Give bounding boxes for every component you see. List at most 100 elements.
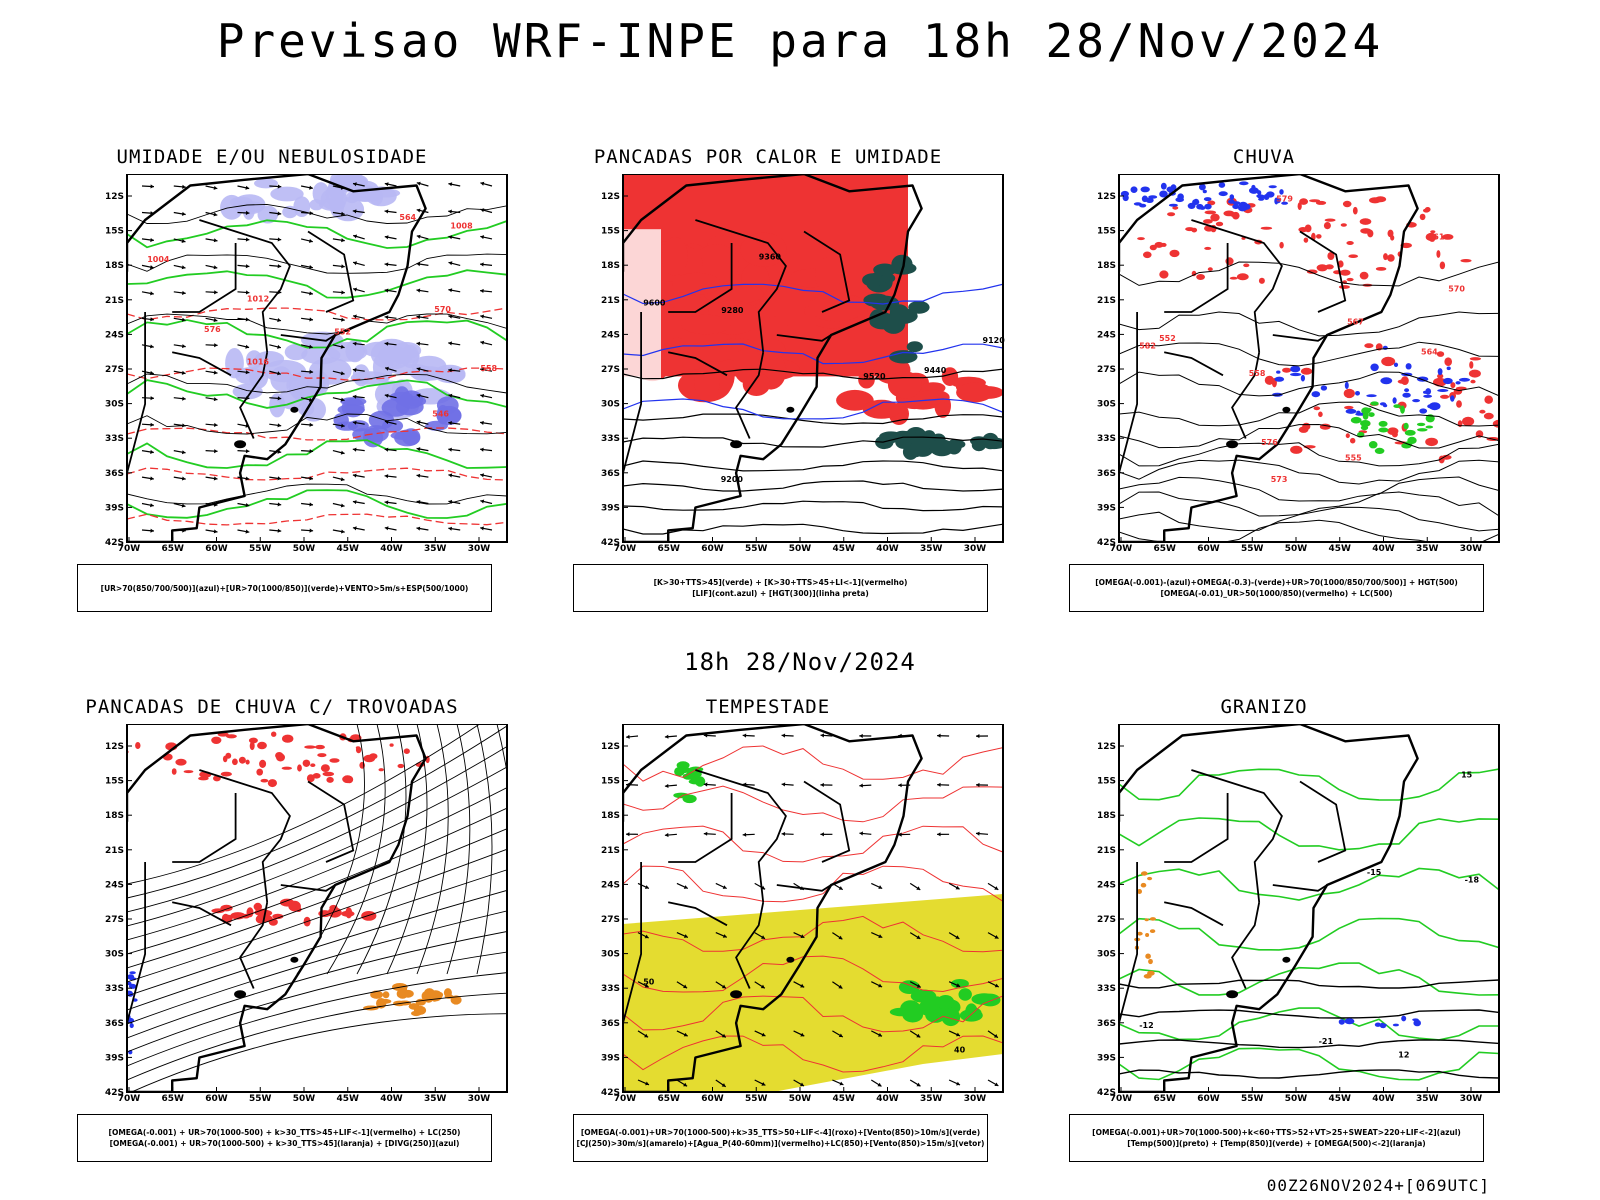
arrow-head [664, 832, 669, 838]
field-blob [1367, 407, 1372, 412]
field-blob [808, 293, 865, 322]
arrow-head [245, 503, 250, 507]
isoline [1119, 1009, 1499, 1019]
isoline [127, 513, 507, 526]
arrow-head [340, 477, 345, 482]
arrow-head [480, 447, 484, 452]
streamline [356, 724, 407, 975]
legend-line-1: [K>30+TTS>45](verde) + [K>30+TTS>45+LI<-… [653, 578, 908, 587]
lagoon [234, 440, 247, 449]
isoline [1119, 768, 1499, 801]
arrow-head [309, 317, 313, 322]
field-blob [1144, 918, 1149, 922]
field-blob [757, 338, 786, 360]
lon-tick-label: 55W [249, 1094, 272, 1104]
field-blob [1442, 234, 1454, 240]
lat-tick-label: 15S [601, 777, 620, 787]
arrow-head [626, 734, 630, 739]
state-border [1231, 352, 1261, 439]
lon-tick-label: 70W [118, 1094, 141, 1104]
lon-tick-label: 35W [424, 1094, 447, 1104]
arrow-head [626, 832, 630, 837]
field-blob [1370, 401, 1379, 406]
map-layers [127, 174, 507, 542]
lon-tick-label: 65W [1154, 544, 1177, 554]
field-blob [1342, 200, 1352, 208]
field-blob [1249, 187, 1259, 194]
legend-line-1: [UR>70(850/700/500)](azul)+[UR>70(1000/8… [100, 583, 469, 593]
arrow-head [644, 934, 649, 939]
lon-tick-label: 45W [337, 544, 360, 554]
arrow-head [480, 314, 484, 319]
field-blob [889, 350, 918, 364]
arrow-head [309, 291, 313, 296]
lon-tick-label: 50W [789, 544, 812, 554]
field-blob [260, 778, 269, 783]
arrow-head [353, 314, 357, 319]
arrow-head [448, 209, 452, 214]
field-blob [965, 1003, 978, 1020]
state-border [199, 769, 291, 903]
field-blob [1346, 277, 1354, 282]
arrow-head [352, 341, 357, 346]
field-blob [312, 773, 321, 779]
field-blob [891, 254, 913, 274]
arrow-head [898, 783, 902, 788]
arrow-head [181, 476, 186, 481]
lon-tick-label: 70W [1110, 544, 1133, 554]
arrow-head [245, 317, 250, 322]
field-blob [1148, 958, 1153, 965]
arrow-head [245, 370, 250, 375]
panel-title: GRANIZO [1220, 696, 1308, 718]
contour-label: 555 [1345, 454, 1362, 463]
isoline [623, 500, 1003, 512]
field-blob [1413, 1019, 1421, 1027]
coastline [1119, 724, 1419, 1092]
arrow-head [245, 264, 250, 269]
isoline [1119, 459, 1499, 485]
field-blob [1375, 267, 1387, 271]
field-blob [253, 902, 262, 911]
lon-tick-label: 70W [1110, 1094, 1133, 1104]
panel-title: PANCADAS POR CALOR E UMIDADE [593, 146, 943, 168]
state-border [307, 230, 355, 313]
field-blob [1258, 197, 1265, 201]
isoline [127, 413, 507, 435]
arrow-head [150, 449, 154, 454]
lon-tick-label: 60W [701, 544, 724, 554]
field-blob [415, 998, 426, 1006]
field-blob [297, 764, 302, 772]
lat-tick-label: 42S [601, 538, 620, 548]
field-blob [1143, 251, 1152, 259]
lagoon [786, 406, 795, 413]
map-pancadas-calor: 9600 9520 9440 9360 9280 9200 9120 12S 15S 18S 21S… [601, 174, 1005, 554]
arrow-head [213, 529, 218, 534]
lagoon [290, 406, 299, 413]
contour-label: -12 [1139, 1021, 1153, 1030]
lon-tick-label: 60W [701, 1094, 724, 1104]
state-border [695, 769, 787, 903]
arrow-head [760, 984, 765, 989]
field-blob [1430, 230, 1436, 234]
arrow-head [353, 261, 357, 266]
contour-label: 15 [1461, 770, 1473, 779]
legend-box: [K>30+TTS>45](verde) + [K>30+TTS>45+LI<-… [573, 564, 988, 612]
field-blob [1403, 422, 1409, 430]
isoline [1119, 371, 1499, 397]
lat-tick-label: 30S [1097, 400, 1116, 410]
field-blob [939, 1011, 955, 1022]
field-blob [1276, 370, 1281, 374]
lon-tick-label: 60W [205, 544, 228, 554]
field-blob [382, 991, 390, 999]
field-blob [1343, 388, 1355, 399]
field-blob [372, 352, 394, 383]
arrow-head [955, 935, 960, 939]
field-blob [1468, 369, 1481, 378]
field-blob [1345, 408, 1357, 414]
lat-tick-label: 18S [1097, 261, 1116, 271]
arrow-head [213, 185, 218, 190]
map-layers [623, 724, 1003, 1092]
lat-tick-label: 27S [601, 365, 620, 375]
field-blob [1405, 363, 1412, 370]
